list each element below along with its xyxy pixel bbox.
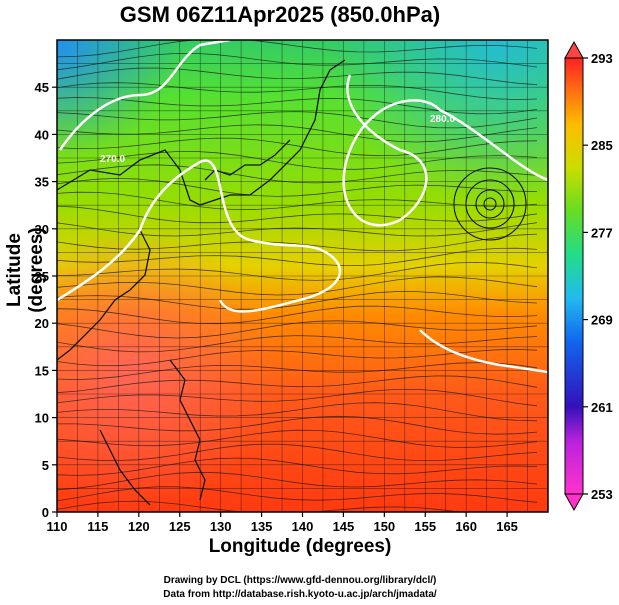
x-tick-label: 160 <box>455 519 477 534</box>
streamline <box>57 137 538 157</box>
x-tick-label: 120 <box>128 519 150 534</box>
streamline <box>57 375 538 394</box>
y-axis-ticks: 0 5 10 15 20 25 30 35 40 45 <box>35 80 57 520</box>
x-tick-label: 140 <box>292 519 314 534</box>
x-tick-label: 125 <box>169 519 191 534</box>
streamline <box>57 177 538 197</box>
credit-drawing: Drawing by DCL (https://www.gfd-dennou.o… <box>163 575 437 586</box>
x-tick-label: 135 <box>251 519 273 534</box>
contour-label-270: 270.0 <box>100 154 125 165</box>
credit-data: Data from http://database.rish.kyoto-u.a… <box>163 589 437 600</box>
chart-title: GSM 06Z11Apr2025 (850.0hPa) <box>119 2 441 27</box>
streamline <box>57 471 538 491</box>
y-tick-label: 10 <box>35 411 49 426</box>
streamline <box>57 429 538 448</box>
streamline <box>57 348 538 367</box>
colorbar-tick-label: 277 <box>591 225 613 240</box>
streamline <box>57 320 538 339</box>
x-tick-label: 155 <box>414 519 436 534</box>
y-tick-label: 0 <box>42 505 49 520</box>
y-tick-label: 45 <box>35 80 49 95</box>
temperature-field: 280.0 270.0 <box>57 40 548 512</box>
streamline <box>57 335 538 353</box>
y-tick-label: 30 <box>35 222 49 237</box>
y-tick-label: 40 <box>35 127 49 142</box>
streamline <box>57 82 538 101</box>
x-tick-label: 130 <box>210 519 232 534</box>
streamline <box>57 362 538 381</box>
colorbar-tick-label: 253 <box>591 487 613 502</box>
colorbar-tick-label: 293 <box>591 51 613 66</box>
y-tick-label: 15 <box>35 363 49 378</box>
wind-streamlines <box>57 40 538 512</box>
cyclone-spiral <box>453 167 527 241</box>
streamline <box>57 443 538 462</box>
x-axis-ticks: 110 115 120 125 130 135 140 145 150 155 160 165 <box>47 512 518 534</box>
colorbar-ticks: 253 261 269 277 285 293 <box>583 51 613 502</box>
streamline <box>57 40 538 58</box>
x-tick-label: 165 <box>496 519 518 534</box>
streamline <box>57 233 538 252</box>
streamline <box>57 500 464 512</box>
streamline <box>57 457 538 476</box>
colorbar-max-arrow <box>564 40 584 59</box>
streamline <box>57 52 538 71</box>
colorbar-tick-label: 261 <box>591 400 613 415</box>
colorbar-tick-label: 285 <box>591 138 613 153</box>
x-tick-label: 150 <box>373 519 395 534</box>
contour-lines <box>57 40 548 374</box>
colorbar-min-arrow <box>564 493 584 512</box>
y-tick-label: 25 <box>35 269 49 284</box>
streamline <box>57 305 538 325</box>
streamline <box>57 415 538 435</box>
streamline <box>57 205 538 224</box>
colorbar: 253 261 269 277 285 293 <box>564 40 613 512</box>
streamline <box>57 222 538 237</box>
graticule <box>57 40 548 512</box>
streamline <box>57 402 538 422</box>
streamline <box>57 111 538 129</box>
contour-label-280: 280.0 <box>430 114 455 125</box>
streamline <box>57 67 538 86</box>
streamline <box>57 261 538 281</box>
streamline <box>57 486 538 503</box>
colorbar-tick-label: 269 <box>591 313 613 328</box>
x-tick-label: 145 <box>333 519 355 534</box>
x-axis-label: Longitude (degrees) <box>208 536 392 557</box>
streamline <box>57 389 538 407</box>
x-tick-label: 110 <box>47 519 68 534</box>
y-tick-label: 20 <box>35 316 49 331</box>
streamline <box>57 276 538 296</box>
y-tick-label: 35 <box>35 175 49 190</box>
streamline <box>57 247 538 267</box>
y-tick-label: 5 <box>42 458 49 473</box>
x-tick-label: 115 <box>87 519 108 534</box>
